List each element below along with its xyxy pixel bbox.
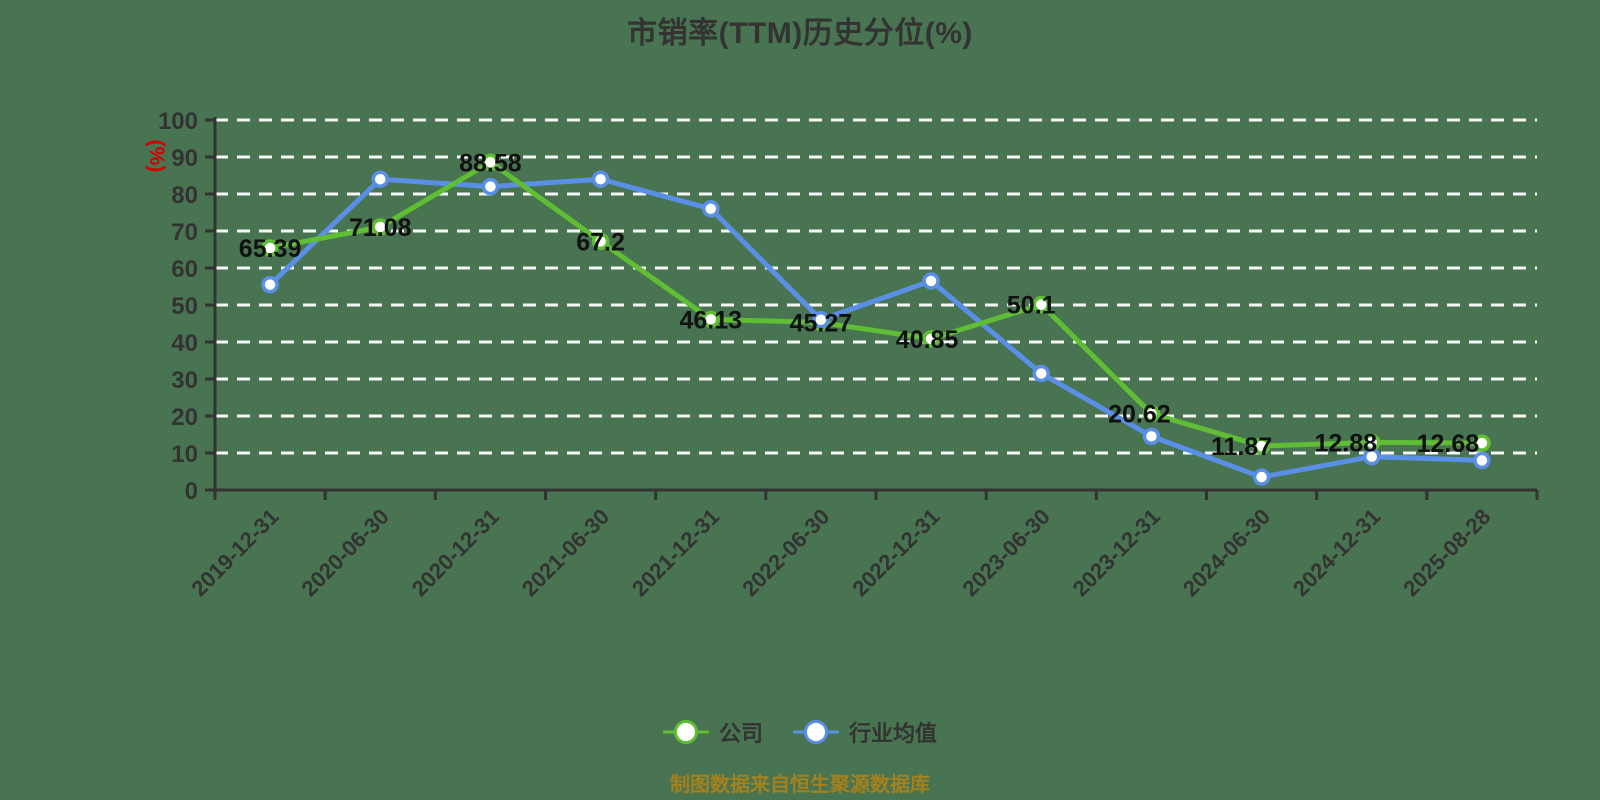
- data-point-label: 12.68: [1417, 430, 1480, 458]
- company-data-point: [591, 232, 610, 251]
- y-axis-tick-label: 50: [171, 293, 198, 320]
- industry-average-data-point: [1473, 451, 1491, 470]
- company-series-marker-icon: [662, 720, 709, 744]
- legend-item-industry-average[interactable]: 行业均值: [793, 716, 937, 748]
- y-axis-tick-label: 10: [171, 441, 198, 468]
- legend-item-company[interactable]: 公司: [662, 716, 763, 748]
- y-axis-tick-label: 30: [171, 367, 198, 394]
- x-axis-tick-label: 2025-08-28: [1398, 504, 1495, 601]
- company-data-point: [1142, 404, 1161, 423]
- data-point-label: 46.13: [679, 306, 742, 334]
- y-axis-tick-label: 80: [171, 182, 198, 209]
- y-axis-tick-label: 60: [171, 256, 198, 283]
- data-point-label: 20.62: [1108, 401, 1171, 429]
- data-point-label: 88.58: [459, 149, 522, 177]
- data-point-label: 65.39: [239, 235, 302, 263]
- company-data-point: [481, 153, 500, 172]
- company-series-line: [267, 159, 1485, 449]
- x-axis-tick-label: 2023-12-31: [1068, 504, 1165, 601]
- industry-average-series-marker-icon: [793, 720, 839, 744]
- industry-average-data-point: [1252, 468, 1271, 486]
- x-axis-tick-label: 2021-06-30: [517, 504, 614, 601]
- x-axis-tick-label: 2020-12-31: [407, 504, 504, 601]
- industry-average-data-point: [481, 177, 500, 196]
- industry-average-data-point: [1142, 427, 1161, 446]
- company-data-point: [261, 239, 279, 257]
- x-axis-tick-label: 2023-06-30: [958, 504, 1055, 601]
- company-data-point: [922, 330, 940, 348]
- data-point-label: 40.85: [896, 326, 959, 354]
- company-data-point: [1032, 295, 1050, 314]
- industry-average-data-point: [591, 170, 610, 188]
- industry-average-data-point: [922, 272, 940, 290]
- x-axis-tick-label: 2020-06-30: [297, 504, 394, 601]
- chart-legend: 公司 行业均值: [0, 716, 1600, 748]
- y-axis-tick-label: 40: [171, 330, 198, 357]
- industry-average-data-point: [702, 200, 720, 218]
- chart-title: 市销率(TTM)历史分位(%): [627, 17, 973, 50]
- y-axis-tick-label: 100: [158, 108, 198, 135]
- data-point-label: 45.27: [790, 310, 853, 338]
- industry-average-data-point: [812, 311, 830, 329]
- y-axis-tick-label: 90: [171, 145, 198, 172]
- industry-average-data-point: [371, 170, 389, 188]
- company-data-point: [1252, 437, 1271, 455]
- x-axis-tick-label: 2022-12-31: [847, 504, 944, 601]
- y-axis-tick-label: 20: [171, 404, 198, 431]
- industry-average-data-point: [261, 275, 279, 294]
- data-point-label: 71.08: [349, 214, 412, 242]
- legend-label-industry-average: 行业均值: [849, 721, 938, 746]
- legend-label-company: 公司: [718, 721, 763, 746]
- data-point-label: 12.88: [1314, 429, 1377, 457]
- x-axis-tick-label: 2024-12-31: [1288, 504, 1385, 601]
- data-source-note: 制图数据来自恒生聚源数据库: [670, 774, 930, 796]
- y-axis-tick-label: 0: [185, 478, 198, 505]
- data-point-label: 11.87: [1211, 433, 1272, 461]
- x-axis-tick-label: 2019-12-31: [186, 504, 283, 601]
- x-axis-tick-label: 2022-06-30: [737, 504, 834, 601]
- industry-average-data-point: [1363, 447, 1381, 466]
- data-point-label: 50.1: [1007, 292, 1056, 320]
- data-point-label: 67.2: [576, 228, 625, 256]
- y-axis-tick-label: 70: [171, 219, 198, 246]
- industry-average-series-line: [267, 176, 1485, 480]
- industry-average-data-point: [1032, 364, 1050, 383]
- company-data-point: [702, 310, 720, 329]
- x-axis-tick-label: 2021-12-31: [627, 504, 724, 601]
- x-axis-tick-label: 2024-06-30: [1178, 504, 1275, 601]
- company-data-point: [1473, 434, 1491, 452]
- company-data-point: [371, 218, 389, 236]
